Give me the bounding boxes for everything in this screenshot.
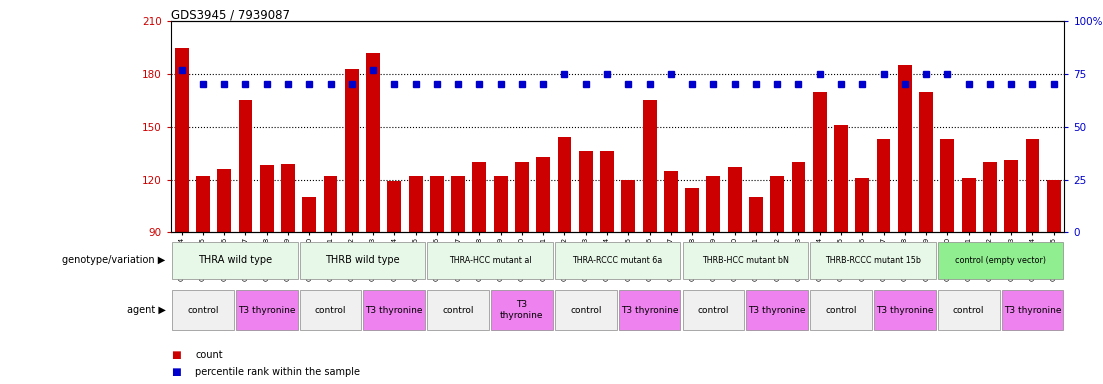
Bar: [427, 290, 489, 330]
Bar: [600, 151, 614, 384]
Text: THRA-HCC mutant al: THRA-HCC mutant al: [449, 256, 532, 265]
Text: control: control: [188, 306, 218, 314]
Bar: [302, 197, 317, 384]
Text: THRA-RCCC mutant 6a: THRA-RCCC mutant 6a: [572, 256, 663, 265]
Bar: [898, 65, 912, 384]
Bar: [749, 197, 763, 384]
Bar: [409, 176, 422, 384]
Text: T3 thyronine: T3 thyronine: [238, 306, 296, 314]
Text: T3
thyronine: T3 thyronine: [500, 300, 544, 320]
Bar: [1047, 180, 1061, 384]
Text: THRB wild type: THRB wild type: [325, 255, 399, 265]
Text: THRA wild type: THRA wild type: [197, 255, 271, 265]
Bar: [555, 290, 617, 330]
Text: GDS3945 / 7939087: GDS3945 / 7939087: [171, 8, 290, 21]
Text: T3 thyronine: T3 thyronine: [876, 306, 933, 314]
Bar: [236, 290, 298, 330]
Bar: [683, 242, 808, 279]
Bar: [345, 69, 358, 384]
Bar: [494, 176, 507, 384]
Text: T3 thyronine: T3 thyronine: [621, 306, 678, 314]
Text: control: control: [570, 306, 601, 314]
Bar: [1005, 160, 1018, 384]
Bar: [707, 176, 720, 384]
Bar: [874, 290, 935, 330]
Text: ■: ■: [171, 350, 181, 360]
Bar: [300, 290, 362, 330]
Bar: [555, 242, 681, 279]
Bar: [813, 91, 826, 384]
Bar: [260, 166, 274, 384]
Text: T3 thyronine: T3 thyronine: [365, 306, 424, 314]
Bar: [579, 151, 592, 384]
Bar: [323, 176, 338, 384]
Bar: [491, 290, 553, 330]
Bar: [515, 162, 528, 384]
Bar: [558, 137, 571, 384]
Text: control: control: [825, 306, 857, 314]
Text: percentile rank within the sample: percentile rank within the sample: [195, 367, 361, 377]
Bar: [281, 164, 295, 384]
Text: T3 thyronine: T3 thyronine: [749, 306, 806, 314]
Bar: [938, 290, 999, 330]
Bar: [664, 171, 677, 384]
Bar: [1002, 290, 1063, 330]
Bar: [792, 162, 805, 384]
Text: control: control: [698, 306, 729, 314]
Bar: [811, 242, 935, 279]
Bar: [770, 176, 784, 384]
Bar: [621, 180, 635, 384]
Text: control: control: [442, 306, 474, 314]
Bar: [811, 290, 871, 330]
Bar: [172, 290, 234, 330]
Bar: [536, 157, 550, 384]
Bar: [387, 181, 401, 384]
Bar: [366, 53, 379, 384]
Text: control (empty vector): control (empty vector): [955, 256, 1046, 265]
Bar: [196, 176, 210, 384]
Text: T3 thyronine: T3 thyronine: [1004, 306, 1061, 314]
Text: genotype/variation ▶: genotype/variation ▶: [62, 255, 165, 265]
Bar: [685, 188, 699, 384]
Bar: [938, 242, 1063, 279]
Bar: [427, 242, 553, 279]
Bar: [728, 167, 741, 384]
Bar: [619, 290, 681, 330]
Bar: [300, 242, 425, 279]
Bar: [856, 178, 869, 384]
Bar: [217, 169, 231, 384]
Bar: [174, 48, 189, 384]
Bar: [919, 91, 933, 384]
Bar: [941, 139, 954, 384]
Text: count: count: [195, 350, 223, 360]
Bar: [364, 290, 425, 330]
Text: ■: ■: [171, 367, 181, 377]
Bar: [683, 290, 745, 330]
Text: control: control: [314, 306, 346, 314]
Bar: [962, 178, 975, 384]
Bar: [747, 290, 808, 330]
Text: THRB-HCC mutant bN: THRB-HCC mutant bN: [702, 256, 789, 265]
Bar: [877, 139, 890, 384]
Text: control: control: [953, 306, 984, 314]
Bar: [983, 162, 997, 384]
Bar: [834, 125, 848, 384]
Text: THRB-RCCC mutant 15b: THRB-RCCC mutant 15b: [825, 256, 921, 265]
Bar: [430, 176, 443, 384]
Bar: [451, 176, 465, 384]
Bar: [1026, 139, 1039, 384]
Bar: [472, 162, 486, 384]
Text: agent ▶: agent ▶: [127, 305, 165, 315]
Bar: [238, 100, 253, 384]
Bar: [643, 100, 656, 384]
Bar: [172, 242, 298, 279]
